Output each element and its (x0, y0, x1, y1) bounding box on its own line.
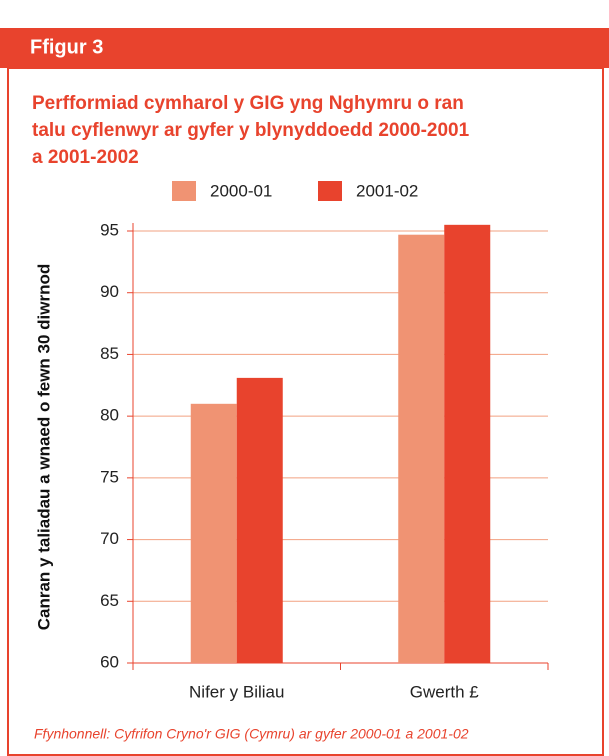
title-line: talu cyflenwyr ar gyfer y blynyddoedd 20… (32, 120, 470, 141)
y-axis-label: Canran y taliadau a wnaed o fewn 30 diwr… (34, 264, 53, 631)
x-tick-label: Gwerth £ (410, 682, 480, 701)
bar (236, 377, 283, 663)
frame (7, 67, 604, 756)
bar (190, 403, 237, 663)
y-tick-label: 90 (100, 282, 119, 301)
y-tick-label: 80 (100, 406, 119, 425)
y-tick-label: 60 (100, 652, 119, 671)
y-tick-label: 85 (100, 344, 119, 363)
title-line: Perfformiad cymharol y GIG yng Nghymru o… (32, 93, 464, 114)
x-tick-label: Nifer y Biliau (189, 682, 284, 701)
title-line: a 2001-2002 (32, 147, 139, 168)
header-band (0, 28, 609, 68)
y-tick-label: 65 (100, 591, 119, 610)
legend-label: 2001-02 (356, 181, 418, 200)
y-tick-label: 95 (100, 220, 119, 239)
source-note: Ffynhonnell: Cyfrifon Cryno'r GIG (Cymru… (34, 726, 469, 742)
y-tick-label: 70 (100, 529, 119, 548)
legend-label: 2000-01 (210, 181, 272, 200)
header: Ffigur 3 (30, 36, 103, 58)
y-tick-label: 75 (100, 467, 119, 486)
bar (444, 224, 491, 664)
legend-swatch (318, 181, 342, 201)
legend-swatch (172, 181, 196, 201)
bar (398, 234, 445, 663)
